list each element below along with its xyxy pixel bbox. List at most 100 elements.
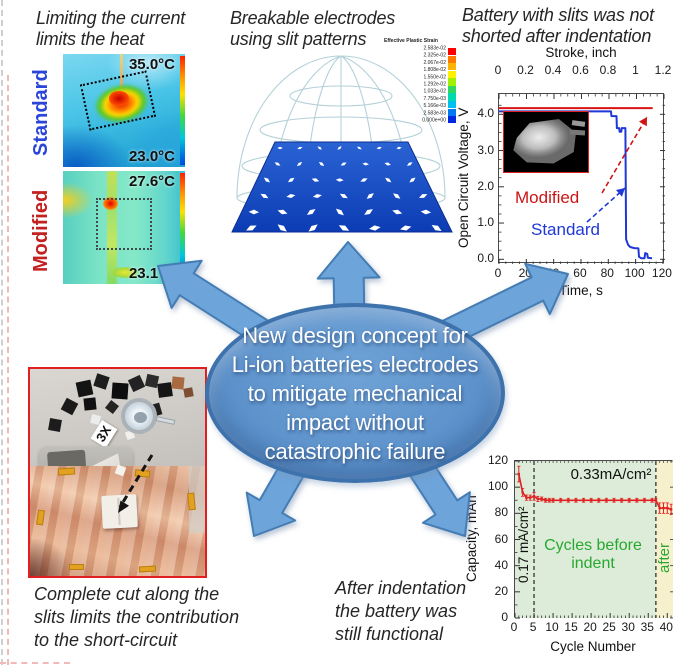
legend-value: 2.325e-02 bbox=[423, 52, 446, 59]
slit-mark bbox=[409, 177, 416, 183]
legend-band bbox=[448, 101, 456, 109]
photo-caption-line2: slits limits the contribution bbox=[34, 607, 240, 627]
slit-mark bbox=[369, 225, 381, 231]
tick-label: 0.0 bbox=[477, 251, 494, 266]
ocv-y-tick-labels: 0.0 1.0 2.0 3.0 4.0 bbox=[472, 93, 494, 266]
slit-mark bbox=[357, 146, 362, 150]
slit-mark bbox=[317, 146, 322, 150]
central-concept-ellipse: New design concept for Li-ion batteries … bbox=[205, 303, 505, 483]
legend-value: 2.583e-03 bbox=[423, 110, 446, 116]
slit-mark bbox=[431, 224, 442, 232]
data-marker bbox=[654, 499, 658, 502]
slit-mark bbox=[246, 225, 257, 231]
capacity-x-axis-label: Cycle Number bbox=[550, 639, 636, 654]
slit-mark bbox=[335, 208, 344, 216]
magnifier-reflection bbox=[134, 411, 147, 423]
tick-label: 0.2 bbox=[517, 63, 534, 77]
slit-mark bbox=[396, 146, 402, 150]
dome-title-line1: Breakable electrodes bbox=[230, 8, 396, 28]
legend-value: 0.000e+00 bbox=[422, 117, 446, 124]
thermal-yellow-arc bbox=[111, 267, 138, 279]
strain-legend-colorbar bbox=[448, 48, 456, 124]
thermal-hot-core bbox=[109, 91, 129, 106]
slit-mark bbox=[338, 225, 350, 231]
thermal-panel-title: Limiting the current limits the heat bbox=[36, 8, 185, 50]
data-marker bbox=[582, 499, 585, 502]
tick-label: 0 bbox=[501, 610, 508, 624]
fea-dome-simulation bbox=[231, 55, 453, 233]
ocv-top-axis-label: Stroke, inch bbox=[545, 45, 617, 60]
data-marker bbox=[605, 499, 608, 502]
photo-pointer-arrow bbox=[118, 454, 154, 513]
data-marker bbox=[532, 495, 536, 498]
tick-label: 5 bbox=[529, 620, 537, 634]
modified-curve-label: Modified bbox=[515, 188, 580, 207]
thermal-title-line1: Limiting the current bbox=[36, 8, 186, 28]
capacity-caption-line1: After indentation bbox=[335, 578, 467, 598]
tick-label: 60 bbox=[494, 531, 508, 546]
slit-mark bbox=[277, 209, 288, 215]
slit-mark bbox=[400, 225, 412, 231]
concept-line: Li-ion batteries electrodes bbox=[231, 351, 479, 377]
magnifier-icon bbox=[121, 397, 176, 434]
slit-mark bbox=[306, 209, 316, 215]
ocv-title-line2: shorted after indentation bbox=[462, 26, 652, 46]
slit-mark bbox=[287, 177, 295, 183]
capacity-y-tick-labels: 0 20 40 60 80 100 120 bbox=[482, 453, 508, 624]
temp-min-standard: 23.0°C bbox=[128, 148, 175, 165]
slit-mark bbox=[366, 193, 374, 199]
capacity-caption-line2: the battery was bbox=[335, 601, 458, 621]
legend-value: 2.067e-02 bbox=[423, 59, 446, 66]
photo-caption-line3: to the short-circuit bbox=[34, 630, 178, 650]
capacity-chart-plot: 0.33mA/cm² 0.17 mA/cm² Cycles before ind… bbox=[514, 460, 673, 619]
slit-mark bbox=[385, 177, 392, 183]
slit-mark bbox=[277, 146, 283, 150]
tick-label: 40 bbox=[494, 557, 508, 572]
data-marker bbox=[662, 506, 665, 510]
temp-max-standard: 35.0°C bbox=[128, 56, 175, 73]
slit-mark bbox=[286, 193, 296, 199]
data-marker bbox=[544, 499, 547, 502]
tick-label: 1 bbox=[632, 63, 639, 77]
ocv-title-line1: Battery with slits was not bbox=[462, 5, 654, 25]
slit-mark bbox=[406, 162, 413, 166]
data-marker bbox=[551, 499, 555, 502]
tick-label: 0 bbox=[494, 266, 502, 280]
data-marker bbox=[635, 499, 639, 502]
ocv-top-tick-labels: 0 0.2 0.4 0.6 0.8 1 1.2 bbox=[495, 63, 672, 77]
standard-pointer-arrow bbox=[586, 187, 626, 223]
tick-label: 1.2 bbox=[654, 63, 672, 77]
table-edge bbox=[189, 466, 205, 533]
data-marker bbox=[643, 499, 646, 502]
slit-mark bbox=[393, 193, 401, 199]
data-marker bbox=[529, 496, 532, 499]
data-marker bbox=[597, 499, 600, 502]
data-marker bbox=[666, 506, 669, 510]
thermal-streak bbox=[106, 171, 117, 284]
legend-value: 1.033e-02 bbox=[423, 88, 446, 95]
capacity-caption: After indentation the battery was still … bbox=[335, 577, 466, 646]
legend-value: 1.550e-02 bbox=[423, 74, 446, 80]
legend-value: 5.166e-03 bbox=[423, 103, 446, 109]
dome-panel-title: Breakable electrodes using slit patterns bbox=[230, 8, 395, 50]
indented-cell-inset-photo bbox=[503, 111, 589, 173]
legend-value: 1.292e-02 bbox=[423, 81, 446, 88]
tick-label: 100 bbox=[487, 479, 508, 494]
slit-mark bbox=[312, 193, 322, 199]
shaded-region bbox=[655, 461, 673, 618]
tick-label: 25 bbox=[602, 620, 616, 634]
standard-curve-label: Standard bbox=[531, 220, 600, 239]
slit-mark bbox=[335, 178, 344, 182]
slit-mark bbox=[360, 178, 368, 182]
foil-shadow-corner bbox=[30, 538, 69, 576]
data-marker bbox=[669, 508, 673, 511]
thermal-colorbar bbox=[180, 173, 185, 282]
cut-experiment-photo: 3X bbox=[28, 367, 207, 578]
slit-mark bbox=[274, 162, 281, 166]
slit-mark bbox=[364, 209, 373, 215]
legend-band bbox=[448, 93, 456, 101]
tick-label: 0 bbox=[494, 63, 502, 77]
thermal-red-dot bbox=[103, 196, 119, 210]
concept-line: New design concept for bbox=[242, 322, 468, 348]
